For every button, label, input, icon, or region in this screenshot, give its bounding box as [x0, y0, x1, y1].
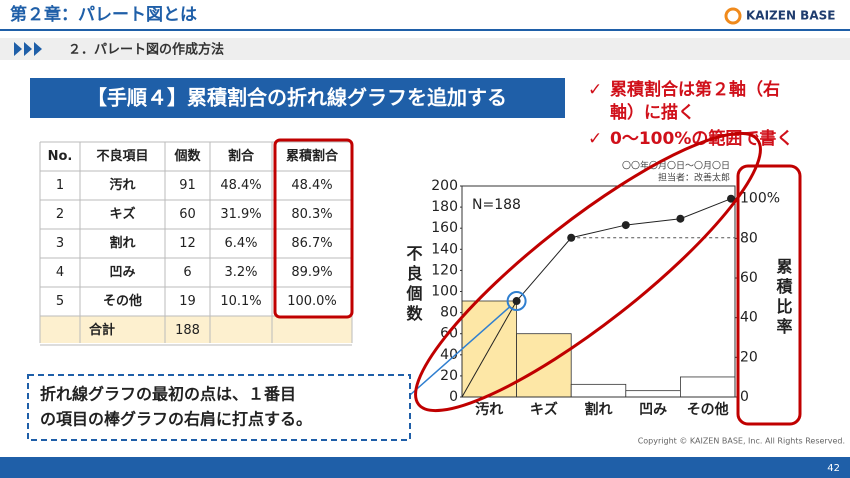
table-cell: 3: [56, 236, 64, 251]
table-cell: 汚れ: [109, 177, 135, 193]
table-cell: 48.4%: [220, 178, 261, 193]
cumulative-point: [676, 214, 685, 223]
table-cell: 86.7%: [291, 236, 332, 251]
y-tick-label: 100: [431, 284, 458, 300]
period: 〇〇年〇月〇日〜〇月〇日: [622, 160, 730, 172]
table-cell: 合計: [89, 322, 115, 338]
subtitle: ２．パレート図の作成方法: [68, 42, 224, 58]
header-rule: [0, 29, 850, 31]
line-lead-in: [461, 300, 518, 398]
table-cell: キズ: [109, 206, 135, 222]
copyright: Copyright © KAIZEN BASE, Inc. All Rights…: [638, 437, 845, 446]
cumulative-point: [621, 221, 630, 230]
table-cell: 3.2%: [224, 265, 257, 280]
y-tick-label: 140: [431, 241, 458, 257]
cumulative-point: [512, 297, 521, 306]
table-cell: 31.9%: [220, 207, 261, 222]
y-tick-label: 200: [431, 178, 458, 194]
table-cell: 91: [179, 178, 196, 193]
table-cell: 60: [179, 207, 196, 222]
cumulative-point: [727, 194, 735, 203]
y2-tick-label: 40: [740, 310, 758, 326]
x-tick-label: キズ: [530, 401, 558, 418]
table-cell: 5: [56, 294, 64, 309]
page-number: 42: [827, 463, 840, 474]
table-cell: 10.1%: [220, 294, 261, 309]
check-text: 軸）に描く: [610, 102, 695, 123]
y-tick-label: 0: [449, 389, 458, 405]
total-row-bg: [40, 316, 352, 343]
y2-highlight: [736, 164, 802, 426]
y-tick-label: 80: [440, 305, 458, 321]
table-cell: 6: [183, 265, 191, 280]
y-tick-label: 120: [431, 262, 458, 278]
check-text: 0〜100%の範囲で書く: [610, 128, 793, 149]
callout-box: [27, 374, 411, 441]
subtitle-bar: [0, 38, 850, 60]
y2-tick-label: 20: [740, 349, 758, 365]
table-cell: 188: [175, 323, 200, 338]
table-cell: 凹み: [109, 265, 135, 280]
check-text: 累積割合は第２軸（右: [610, 79, 780, 100]
bar: [680, 376, 736, 398]
y2-tick-label: 100%: [740, 191, 780, 207]
table-cell: 48.4%: [291, 178, 332, 193]
footer-bar: [0, 457, 850, 478]
table-cell: 6.4%: [224, 236, 257, 251]
x-tick-label: その他: [687, 401, 729, 418]
y-tick-label: 160: [431, 220, 458, 236]
x-tick-label: 凹み: [639, 402, 667, 418]
table-cell: 割れ: [109, 235, 135, 251]
check-mark: ✓: [588, 80, 602, 100]
table: No. 不良項目 個数 割合 累積割合 1 汚れ 91 48.4% 48.4% 2 キズ 60 31.9%…: [39, 141, 353, 346]
table-cell: 1: [56, 178, 64, 193]
annotation: N=188: [472, 197, 521, 213]
callout-connector: [409, 306, 511, 396]
bar: [625, 390, 681, 398]
check-mark: ✓: [588, 129, 602, 149]
y2-tick-label: 80: [740, 230, 758, 246]
callout-text: 折れ線グラフの最初の点は、１番目: [40, 385, 296, 404]
table-cell: 12: [179, 236, 196, 251]
callout-text: の項目の棒グラフの右肩に打点する。: [40, 410, 312, 429]
table-cell: その他: [103, 293, 142, 309]
plot-frame: [461, 185, 736, 398]
banner-text: 【手順４】累積割合の折れ線グラフを追加する: [87, 86, 507, 110]
table-cell: 100.0%: [287, 294, 337, 309]
table-cell: 個数: [173, 148, 201, 164]
y2-tick-label: 60: [740, 270, 758, 286]
y-tick-label: 180: [431, 199, 458, 215]
y-tick-label: 20: [440, 368, 458, 384]
table-cell: 割合: [228, 148, 255, 164]
highlight-box: [273, 138, 354, 319]
y-axis-label: 不良個数: [404, 245, 424, 325]
table-cell: 2: [56, 207, 64, 222]
table-cell: No.: [48, 149, 73, 164]
cumulative-point: [567, 233, 576, 242]
table-cell: 89.9%: [291, 265, 332, 280]
logo: KAIZEN BASE: [746, 9, 835, 23]
logo-icon: [724, 7, 742, 25]
table-cell: 累積割合: [286, 148, 339, 164]
x-tick-label: 割れ: [585, 401, 613, 418]
table-cell: 80.3%: [291, 207, 332, 222]
y2-tick-label: 0: [740, 389, 749, 405]
y-tick-label: 40: [440, 347, 458, 363]
first-point-highlight: [506, 291, 527, 312]
bar: [570, 383, 627, 398]
highlight-ellipse: [414, 131, 762, 413]
owner: 担当者：改善太郎: [658, 172, 730, 184]
table-cell: 4: [56, 265, 64, 280]
table-cell: 19: [179, 294, 196, 309]
banner: [30, 78, 565, 118]
y2-axis-label: 累積比率: [774, 258, 794, 338]
table-cell: 不良項目: [96, 148, 148, 164]
x-tick-label: 汚れ: [475, 401, 503, 418]
chevrons: [14, 42, 42, 56]
slide-title: 第２章：パレート図とは: [10, 4, 197, 25]
